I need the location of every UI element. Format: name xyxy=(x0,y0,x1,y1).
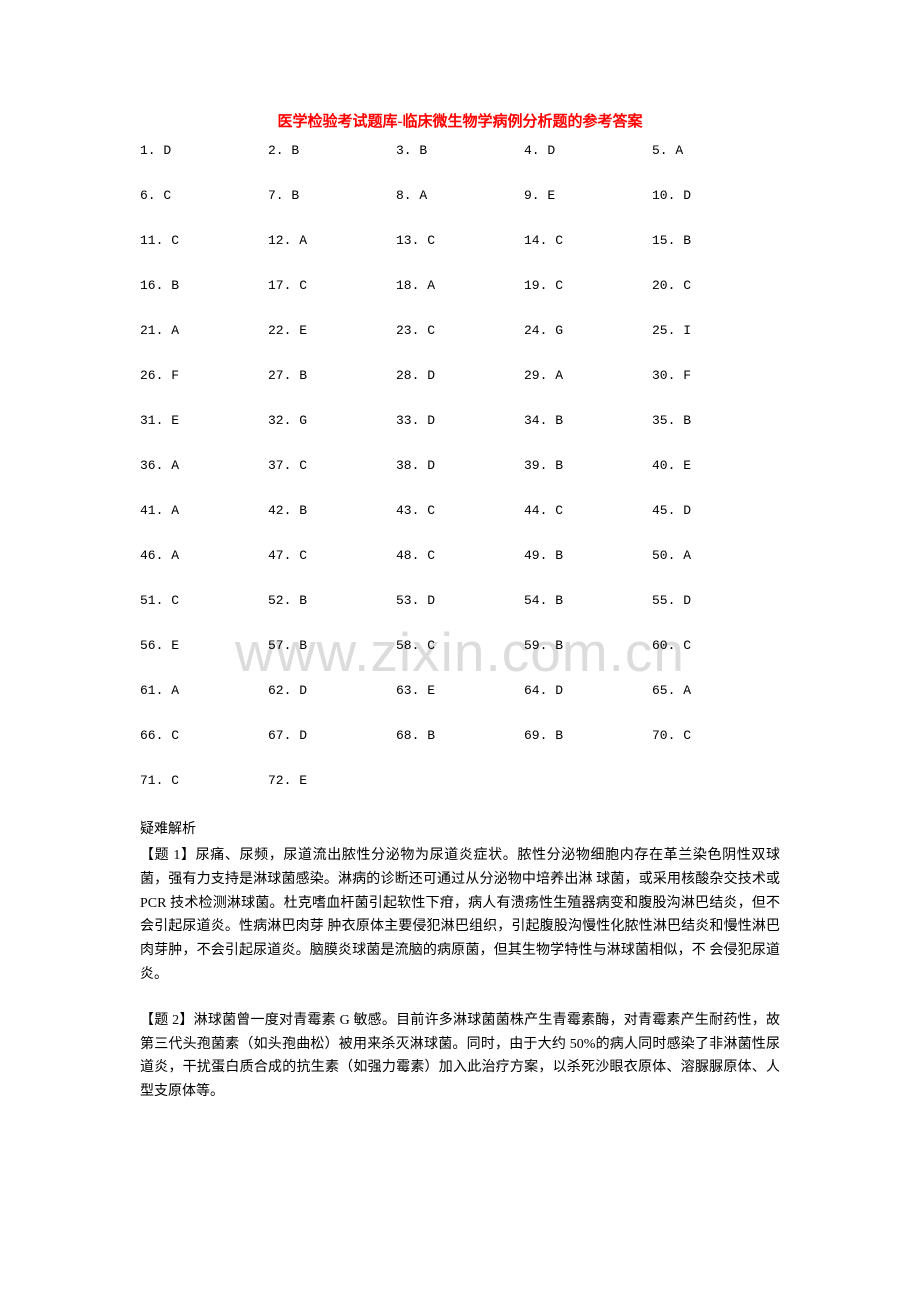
answer-cell: 17. C xyxy=(268,278,396,293)
answer-cell: 24. G xyxy=(524,323,652,338)
answer-cell: 68. B xyxy=(396,728,524,743)
answer-cell: 30. F xyxy=(652,368,780,383)
answer-last-row: 71. C72. E xyxy=(140,773,780,788)
answer-cell: 9. E xyxy=(524,188,652,203)
answer-cell: 70. C xyxy=(652,728,780,743)
answer-cell: 25. I xyxy=(652,323,780,338)
answer-cell: 67. D xyxy=(268,728,396,743)
answer-cell: 7. B xyxy=(268,188,396,203)
answer-cell: 58. C xyxy=(396,638,524,653)
answer-cell: 44. C xyxy=(524,503,652,518)
answer-cell: 54. B xyxy=(524,593,652,608)
answer-cell: 18. A xyxy=(396,278,524,293)
answer-cell: 66. C xyxy=(140,728,268,743)
answer-cell: 31. E xyxy=(140,413,268,428)
answer-cell: 61. A xyxy=(140,683,268,698)
document-content: 医学检验考试题库-临床微生物学病例分析题的参考答案 1. D2. B3. B4.… xyxy=(140,110,780,1104)
answer-cell: 60. C xyxy=(652,638,780,653)
answer-cell: 57. B xyxy=(268,638,396,653)
answer-cell: 2. B xyxy=(268,143,396,158)
answer-cell: 28. D xyxy=(396,368,524,383)
answer-cell: 22. E xyxy=(268,323,396,338)
answer-cell: 19. C xyxy=(524,278,652,293)
answer-cell: 6. C xyxy=(140,188,268,203)
answer-cell: 71. C xyxy=(140,773,268,788)
analysis-paragraph-2: 【题 2】淋球菌曾一度对青霉素 G 敏感。目前许多淋球菌菌株产生青霉素酶，对青霉… xyxy=(140,1009,780,1104)
answer-cell: 37. C xyxy=(268,458,396,473)
answer-cell: 64. D xyxy=(524,683,652,698)
answer-cell: 50. A xyxy=(652,548,780,563)
answer-cell: 47. C xyxy=(268,548,396,563)
answer-cell: 38. D xyxy=(396,458,524,473)
answer-cell: 32. G xyxy=(268,413,396,428)
answer-cell: 5. A xyxy=(652,143,780,158)
answer-cell: 34. B xyxy=(524,413,652,428)
answer-cell: 45. D xyxy=(652,503,780,518)
analysis-paragraph-1: 【题 1】尿痛、尿频，尿道流出脓性分泌物为尿道炎症状。脓性分泌物细胞内存在革兰染… xyxy=(140,844,780,987)
answer-cell: 35. B xyxy=(652,413,780,428)
answer-cell: 20. C xyxy=(652,278,780,293)
answer-cell: 29. A xyxy=(524,368,652,383)
answer-cell: 14. C xyxy=(524,233,652,248)
answer-cell: 43. C xyxy=(396,503,524,518)
answer-cell: 26. F xyxy=(140,368,268,383)
answer-cell: 13. C xyxy=(396,233,524,248)
answer-cell: 49. B xyxy=(524,548,652,563)
answer-cell: 16. B xyxy=(140,278,268,293)
answer-cell: 40. E xyxy=(652,458,780,473)
answer-cell: 69. B xyxy=(524,728,652,743)
answer-cell: 46. A xyxy=(140,548,268,563)
answer-cell: 3. B xyxy=(396,143,524,158)
answer-cell: 4. D xyxy=(524,143,652,158)
answer-grid: 1. D2. B3. B4. D5. A 6. C7. B8. A9. E10. … xyxy=(140,143,780,743)
answer-cell: 56. E xyxy=(140,638,268,653)
answer-cell: 59. B xyxy=(524,638,652,653)
answer-cell: 27. B xyxy=(268,368,396,383)
answer-cell: 23. C xyxy=(396,323,524,338)
answer-cell: 52. B xyxy=(268,593,396,608)
answer-cell: 63. E xyxy=(396,683,524,698)
page-title: 医学检验考试题库-临床微生物学病例分析题的参考答案 xyxy=(140,110,780,131)
answer-cell: 51. C xyxy=(140,593,268,608)
answer-cell: 53. D xyxy=(396,593,524,608)
answer-cell: 39. B xyxy=(524,458,652,473)
answer-cell: 12. A xyxy=(268,233,396,248)
answer-cell: 8. A xyxy=(396,188,524,203)
answer-cell: 33. D xyxy=(396,413,524,428)
answer-cell: 21. A xyxy=(140,323,268,338)
answer-cell: 15. B xyxy=(652,233,780,248)
answer-cell: 55. D xyxy=(652,593,780,608)
answer-cell: 10. D xyxy=(652,188,780,203)
answer-cell: 65. A xyxy=(652,683,780,698)
answer-cell: 11. C xyxy=(140,233,268,248)
analysis-heading: 疑难解析 xyxy=(140,818,780,838)
answer-cell: 41. A xyxy=(140,503,268,518)
answer-cell: 36. A xyxy=(140,458,268,473)
answer-cell: 62. D xyxy=(268,683,396,698)
answer-cell: 42. B xyxy=(268,503,396,518)
answer-cell: 1. D xyxy=(140,143,268,158)
answer-cell: 72. E xyxy=(268,773,396,788)
answer-cell: 48. C xyxy=(396,548,524,563)
